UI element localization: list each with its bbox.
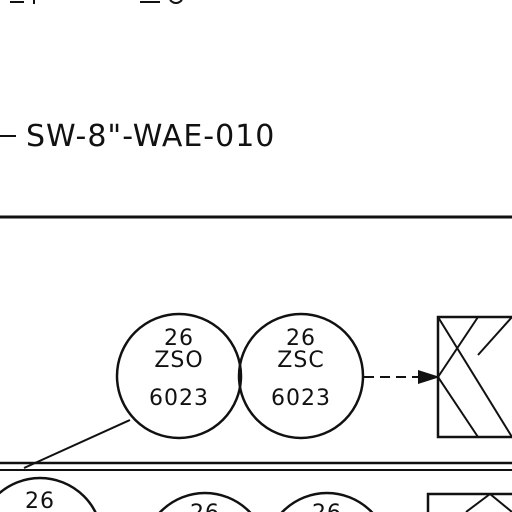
zso-loop-number: 26 bbox=[164, 326, 194, 351]
zso-function: ZSO bbox=[154, 348, 203, 373]
instrument-bubble-lower-right: 26 bbox=[280, 491, 374, 512]
line-label: SW-8"-WAE-010 bbox=[26, 119, 275, 154]
lower-right-loop-number: 26 bbox=[312, 501, 342, 512]
leader-line bbox=[23, 419, 131, 469]
signal-arrow bbox=[418, 370, 440, 384]
lower-left-loop-number: 26 bbox=[25, 489, 55, 512]
instrument-bubble-lower-left: 26 bbox=[0, 476, 97, 512]
zsc-loop-number: 26 bbox=[286, 326, 316, 351]
zsc-function: ZSC bbox=[277, 348, 324, 373]
instrument-bubble-zsc: 26 ZSC 6023 bbox=[237, 312, 365, 440]
valve-symbol bbox=[436, 315, 512, 439]
zsc-tag-number: 6023 bbox=[271, 386, 331, 411]
valve-symbol-lower bbox=[426, 492, 512, 512]
zso-tag-number: 6023 bbox=[149, 386, 209, 411]
instrument-bubble-lower-middle: 26 bbox=[158, 491, 252, 512]
instrument-bubble-zso: 26 ZSO 6023 bbox=[115, 312, 243, 440]
top-edge-text-fragment bbox=[10, 0, 183, 4]
lower-middle-loop-number: 26 bbox=[190, 501, 220, 512]
